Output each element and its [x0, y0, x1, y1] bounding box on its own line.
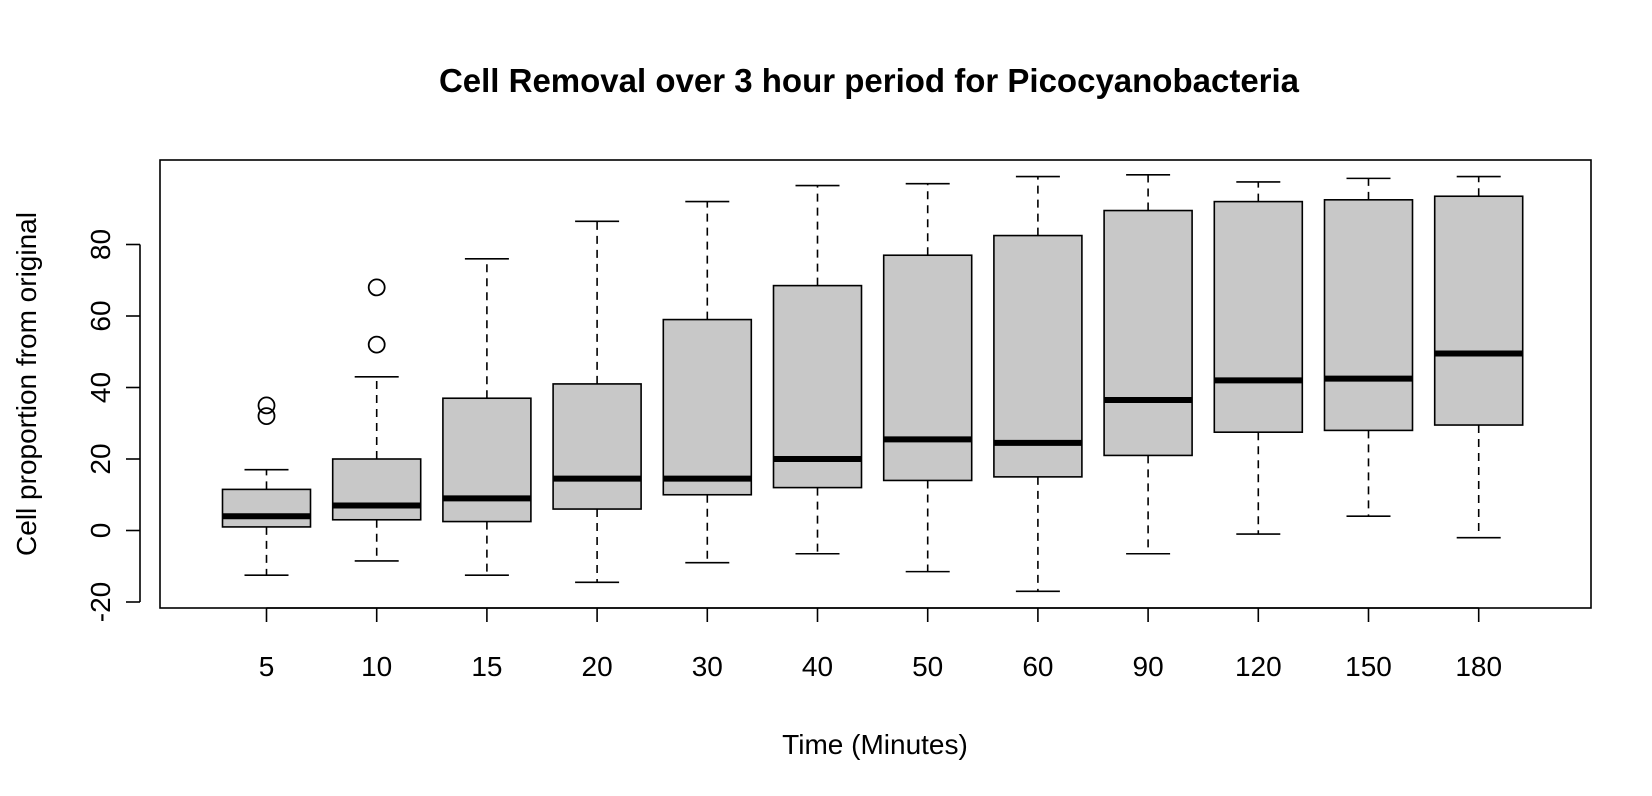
box-40 [772, 184, 863, 555]
box-20 [552, 220, 642, 584]
x-tick-label: 120 [1235, 651, 1282, 682]
y-tick-label: 60 [85, 300, 116, 331]
box-60 [993, 175, 1083, 593]
iqr-box [552, 383, 642, 510]
outlier-point [257, 407, 276, 426]
box-150 [1323, 177, 1414, 518]
box-series [221, 173, 1524, 593]
x-tick-label: 10 [361, 651, 392, 682]
x-axis: 5 10 15 20 30 40 50 60 90 120 150 180 [259, 607, 1502, 682]
iqr-box [1323, 199, 1414, 432]
x-tick-label: 50 [912, 651, 943, 682]
y-tick-label: 80 [85, 229, 116, 260]
y-tick-label: -20 [85, 582, 116, 622]
box-90 [1103, 173, 1193, 555]
x-tick-label: 5 [259, 651, 275, 682]
chart-title: Cell Removal over 3 hour period for Pico… [439, 62, 1300, 99]
iqr-box [331, 458, 422, 521]
iqr-box [993, 234, 1083, 478]
x-tick-label: 20 [582, 651, 613, 682]
iqr-box [662, 318, 753, 496]
outlier-point [257, 396, 276, 415]
outlier-point [367, 335, 386, 354]
box-120 [1213, 181, 1304, 535]
x-tick-label: 30 [692, 651, 723, 682]
outlier-point [367, 278, 386, 297]
iqr-box [1213, 200, 1304, 433]
x-tick-label: 40 [802, 651, 833, 682]
x-tick-label: 180 [1455, 651, 1502, 682]
iqr-box [442, 397, 532, 523]
iqr-box [1433, 195, 1524, 426]
box-50 [882, 182, 973, 573]
y-tick-label: 20 [85, 443, 116, 474]
box-30 [662, 200, 753, 564]
box-10 [331, 278, 422, 562]
y-tick-label: 40 [85, 372, 116, 403]
y-axis-label: Cell proportion from original [11, 212, 42, 556]
y-axis: -20 0 20 40 60 80 [85, 229, 141, 622]
x-tick-label: 150 [1345, 651, 1392, 682]
y-tick-label: 0 [85, 523, 116, 539]
box-15 [442, 257, 532, 576]
iqr-box [221, 488, 312, 528]
x-axis-label: Time (Minutes) [782, 729, 968, 760]
box-5 [221, 396, 312, 576]
iqr-box [772, 284, 863, 489]
x-tick-label: 15 [471, 651, 502, 682]
iqr-box [882, 254, 973, 482]
x-tick-label: 90 [1133, 651, 1164, 682]
x-tick-label: 60 [1022, 651, 1053, 682]
box-180 [1433, 175, 1524, 539]
iqr-box [1103, 209, 1193, 457]
